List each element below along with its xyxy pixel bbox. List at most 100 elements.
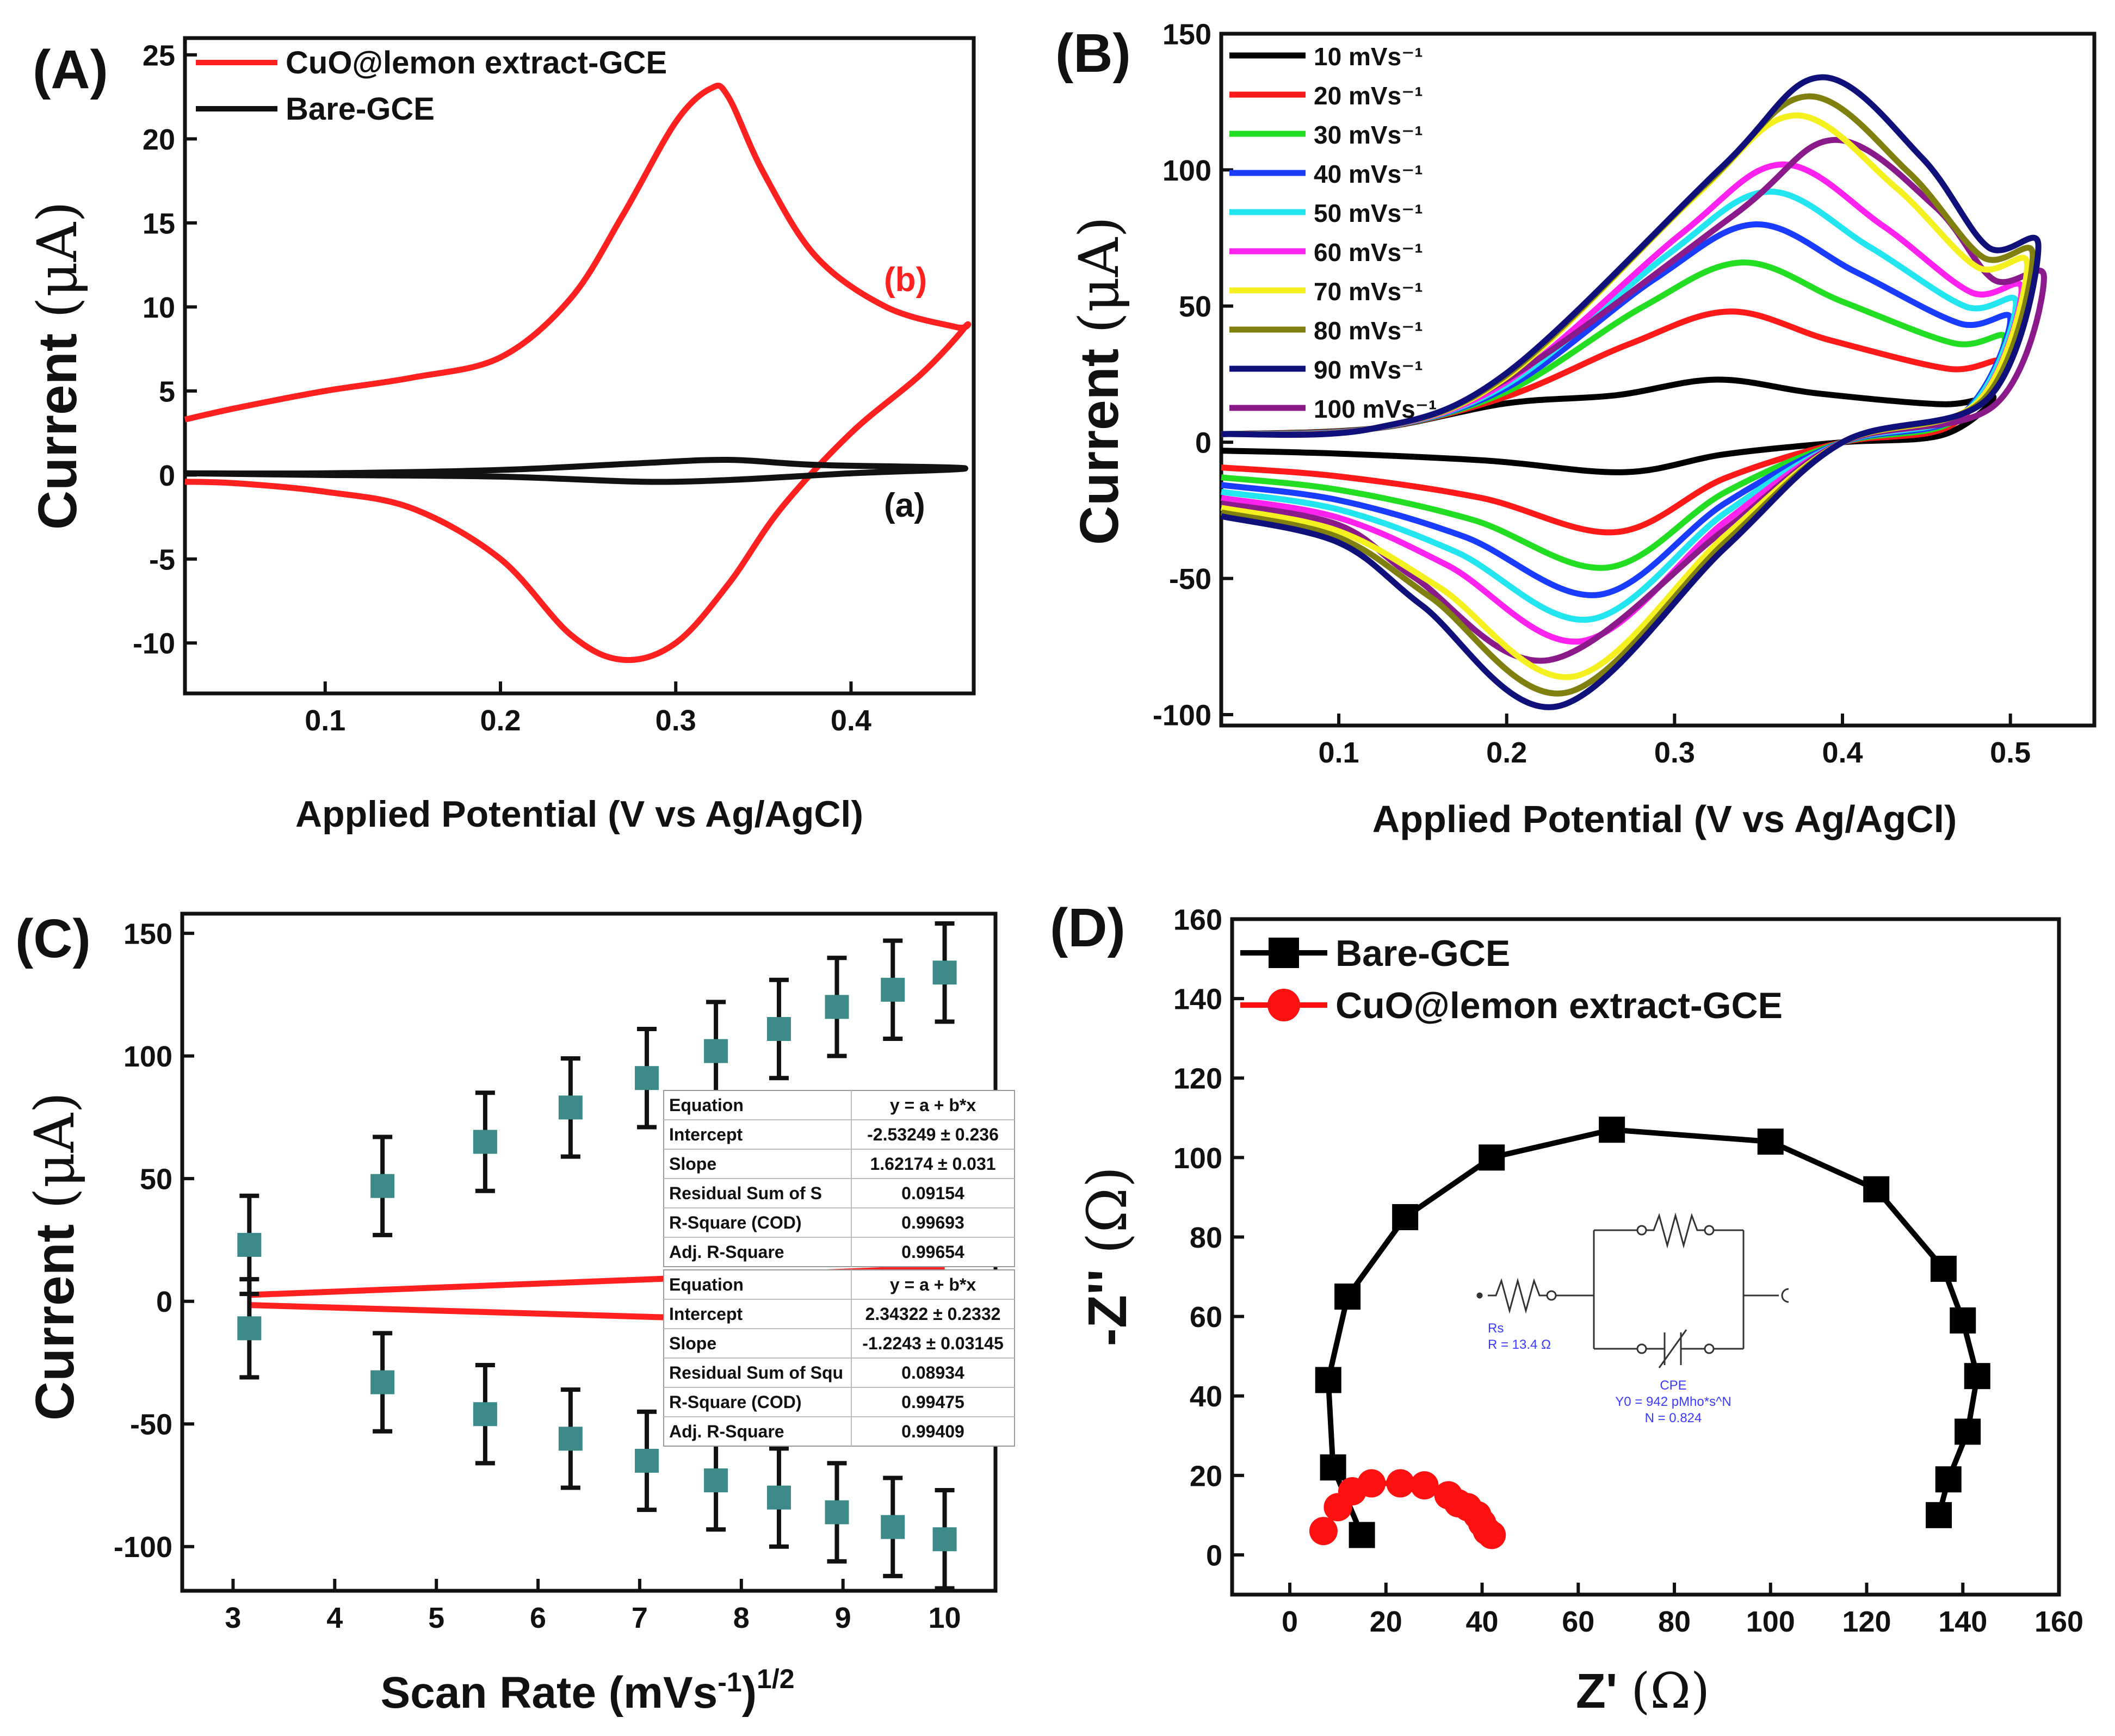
circuit-cpe-y0: Y0 = 942 pMho*s^N xyxy=(1615,1394,1731,1409)
x-tick-label: 0.1 xyxy=(305,704,345,737)
panel-b-ylabel-unit: (μA) xyxy=(1067,216,1131,333)
y-tick-label: -50 xyxy=(130,1409,172,1441)
panel-a-ylabel: Current (μA) xyxy=(26,201,89,530)
legend-label-4: 50 mVs⁻¹ xyxy=(1314,199,1423,227)
x-tick-label: 0.5 xyxy=(1990,736,2031,769)
panel-d-plot-frame xyxy=(1230,917,2061,1597)
panel-a-ylabel-unit: (μA) xyxy=(26,201,89,318)
panel-b-xlabel: Applied Potential (V vs Ag/AgCl) xyxy=(1372,798,1957,840)
legend-label-8: 90 mVs⁻¹ xyxy=(1314,356,1423,384)
data-point xyxy=(704,1468,728,1493)
table-cell-value: y = a + b*x xyxy=(890,1275,976,1294)
y-tick-label: 0 xyxy=(1195,427,1211,460)
x-tick-label: 0.2 xyxy=(1486,736,1527,769)
cv-curve-0 xyxy=(184,82,972,664)
panel-c-xlabel-main: Scan Rate (mVs xyxy=(380,1668,718,1718)
panel-c-xlabel: Scan Rate (mVs-1)1/2 xyxy=(380,1664,794,1718)
x-tick-label: 10 xyxy=(929,1602,961,1634)
panel-a: (A) 0.1 0.2 0.3 0.4 -10 -5 0 5 10 15 20 25 CuO@lemo… xyxy=(26,36,976,835)
nyquist-point xyxy=(1392,1204,1419,1230)
nyquist-point xyxy=(1349,1522,1375,1548)
y-tick-label: 5 xyxy=(159,375,175,408)
x-tick-label: 5 xyxy=(428,1602,444,1634)
legend-label-7: 80 mVs⁻¹ xyxy=(1314,317,1423,345)
circuit-rs-label: Rs xyxy=(1488,1321,1504,1336)
y-tick-label: -10 xyxy=(133,628,175,660)
data-point xyxy=(766,1485,791,1510)
nyquist-point xyxy=(1955,1418,1981,1445)
legend-label-bare-d: Bare-GCE xyxy=(1335,933,1510,974)
y-tick-label: 20 xyxy=(143,123,175,156)
annotation-b: (b) xyxy=(884,261,927,299)
x-tick-label: 0.3 xyxy=(655,704,696,737)
x-tick-label: 20 xyxy=(1370,1605,1402,1638)
annotation-a: (a) xyxy=(884,487,925,524)
circuit-cpe-n: N = 0.824 xyxy=(1645,1411,1702,1425)
nyquist-point xyxy=(1930,1255,1957,1282)
legend-label-3: 40 mVs⁻¹ xyxy=(1314,160,1423,188)
legend-label-1: 20 mVs⁻¹ xyxy=(1314,82,1423,110)
y-tick-label: 100 xyxy=(123,1040,172,1073)
legend-label-6: 70 mVs⁻¹ xyxy=(1314,277,1423,306)
table-cell-value: 2.34322 ± 0.2332 xyxy=(865,1304,1001,1324)
nyquist-point xyxy=(1863,1176,1890,1202)
y-tick-label: 150 xyxy=(123,918,172,951)
table-cell-label: Slope xyxy=(669,1334,716,1353)
panel-a-label: (A) xyxy=(33,39,108,100)
circuit-output-terminal xyxy=(1781,1288,1789,1303)
y-tick-label: 100 xyxy=(1162,154,1211,187)
panel-b: (B) 0.1 0.2 0.3 0.4 0.5 -100 -50 0 50 100 150 10 m… xyxy=(1055,18,2097,840)
table-cell-value: 1.62174 ± 0.031 xyxy=(870,1154,995,1174)
data-point xyxy=(473,1402,497,1427)
legend-label-5: 60 mVs⁻¹ xyxy=(1314,238,1423,266)
data-point xyxy=(881,1515,905,1539)
y-tick-label: 40 xyxy=(1190,1380,1222,1413)
x-tick-label: 100 xyxy=(1746,1605,1795,1638)
legend-marker-bare-d xyxy=(1269,938,1299,968)
panel-d-xlabel-unit: (Ω) xyxy=(1631,1663,1710,1720)
data-point xyxy=(558,1095,583,1120)
legend-label-2: 30 mVs⁻¹ xyxy=(1314,121,1423,149)
x-tick-label: 40 xyxy=(1465,1605,1498,1638)
panel-c-ylabel-unit: (μA) xyxy=(23,1092,86,1209)
equivalent-circuit-inset xyxy=(1476,1212,1789,1368)
data-point xyxy=(370,1174,395,1198)
nyquist-point xyxy=(1309,1517,1338,1546)
x-tick-label: 0.3 xyxy=(1654,736,1695,769)
legend-marker-cuo-d xyxy=(1267,989,1300,1021)
table-cell-label: Residual Sum of S xyxy=(669,1183,822,1203)
table-cell-value: 0.08934 xyxy=(901,1363,964,1382)
table-cell-label: Equation xyxy=(669,1275,744,1294)
y-tick-label: 0 xyxy=(1206,1539,1222,1572)
x-tick-label: 140 xyxy=(1938,1605,1987,1638)
data-point xyxy=(635,1066,659,1090)
y-tick-label: 150 xyxy=(1162,18,1211,51)
x-tick-label: 160 xyxy=(2034,1605,2083,1638)
panel-d-ylabel-main: -Z'' xyxy=(1077,1254,1138,1347)
data-point xyxy=(704,1039,728,1063)
legend-label-cuo-d: CuO@lemon extract-GCE xyxy=(1335,985,1783,1026)
y-tick-label: 80 xyxy=(1190,1222,1222,1254)
circuit-node-1 xyxy=(1546,1290,1557,1301)
panel-c-ylabel-main: Current xyxy=(24,1209,85,1421)
data-point xyxy=(237,1232,262,1257)
nyquist-point xyxy=(1757,1129,1784,1155)
cv-scan-9 xyxy=(1220,137,2047,664)
table-cell-value: y = a + b*x xyxy=(890,1095,976,1115)
y-tick-label: 140 xyxy=(1173,983,1222,1016)
panel-b-axes: 0.1 0.2 0.3 0.4 0.5 -100 -50 0 50 100 150 xyxy=(1153,18,2047,769)
nyquist-point xyxy=(1950,1307,1976,1334)
nyquist-point xyxy=(1357,1469,1386,1498)
data-point xyxy=(825,1500,849,1524)
x-tick-label: 0.4 xyxy=(831,704,871,737)
data-point xyxy=(932,960,957,985)
panel-c-xlabel-close: ) xyxy=(742,1668,757,1718)
y-tick-label: 20 xyxy=(1190,1460,1222,1492)
panel-b-ylabel-main: Current xyxy=(1069,333,1130,545)
data-point xyxy=(635,1448,659,1473)
panel-a-ylabel-main: Current xyxy=(27,318,88,530)
circuit-rs-resistor xyxy=(1488,1278,1548,1314)
cv-scan-8 xyxy=(1220,74,2042,710)
y-tick-label: -100 xyxy=(114,1531,172,1564)
table-cell-label: Adj. R-Square xyxy=(669,1422,784,1441)
